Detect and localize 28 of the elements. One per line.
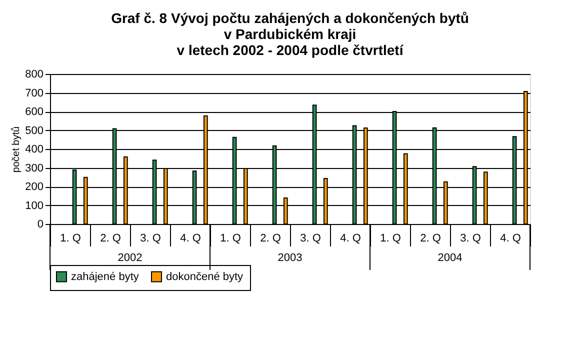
y-axis-title: počet bytů — [10, 126, 22, 173]
x-tick-label: 3. Q — [460, 232, 482, 244]
x-tick-label: 3. Q — [300, 232, 322, 244]
legend-label: zahájené byty — [71, 270, 140, 283]
y-tick-label: 800 — [25, 68, 44, 80]
y-tick-label: 0 — [37, 218, 44, 230]
y-tick-label: 700 — [25, 87, 44, 100]
y-tick-label: 600 — [25, 106, 44, 118]
x-tick-label: 1. Q — [380, 232, 402, 244]
legend-label: dokončené byty — [166, 270, 244, 283]
x-tick-label: 2. Q — [100, 232, 122, 244]
y-tick-label: 200 — [25, 181, 44, 193]
x-tick-label: 4. Q — [340, 232, 362, 244]
y-tick-label: 100 — [25, 200, 44, 212]
x-tick-label: 2. Q — [420, 232, 442, 244]
x-tick-label: 2. Q — [260, 232, 282, 244]
x-tick-label: 3. Q — [140, 232, 162, 244]
x-tick-label: 4. Q — [180, 232, 202, 244]
x-tick-label: 1. Q — [220, 232, 242, 244]
text: 2003 — [278, 252, 302, 264]
y-tick-label: 400 — [25, 144, 44, 156]
y-tick-label: 500 — [25, 124, 44, 137]
x-tick-label: 1. Q — [60, 232, 82, 244]
chart-title: Graf č. 8 Vývoj počtu zahájených a dokončených bytů v Pardubickém kraji v letech 2002 - 2004 podle čtvrtletí — [111, 10, 469, 58]
x-tick-label: 4. Q — [500, 232, 522, 244]
text: 2002 — [118, 252, 142, 264]
y-tick-label: 300 — [25, 162, 44, 174]
text: 2004 — [438, 252, 462, 264]
